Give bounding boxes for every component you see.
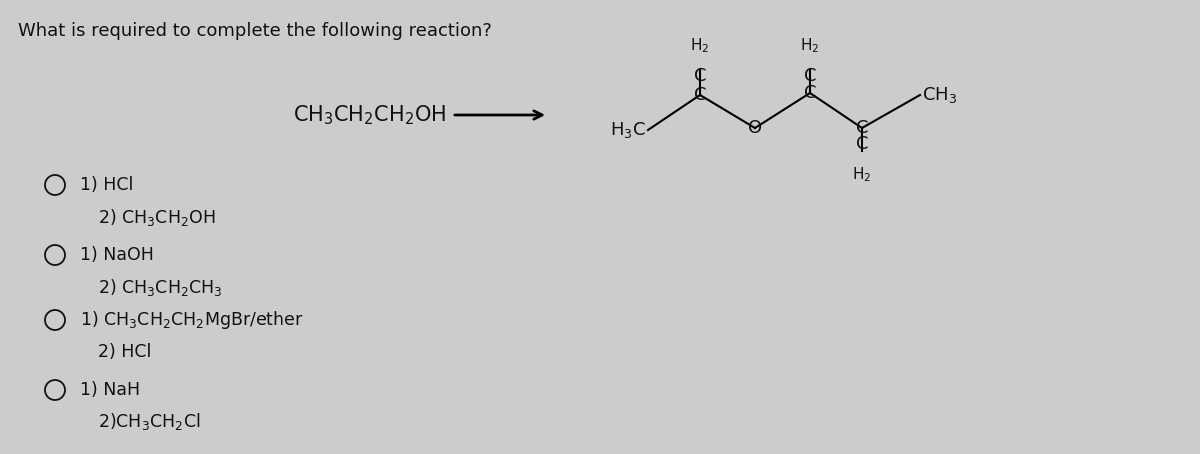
- Text: H$_2$: H$_2$: [800, 36, 820, 55]
- Text: H$_3$C: H$_3$C: [611, 120, 646, 140]
- Text: H$_2$: H$_2$: [690, 36, 709, 55]
- Text: C: C: [694, 67, 707, 85]
- Text: C: C: [856, 135, 869, 153]
- Text: What is required to complete the following reaction?: What is required to complete the followi…: [18, 22, 492, 40]
- Text: 2) CH$_3$CH$_2$OH: 2) CH$_3$CH$_2$OH: [98, 207, 216, 227]
- Text: CH$_3$CH$_2$CH$_2$OH: CH$_3$CH$_2$CH$_2$OH: [294, 103, 446, 127]
- Text: 1) NaH: 1) NaH: [80, 381, 140, 399]
- Text: C: C: [856, 119, 869, 137]
- Text: 1) NaOH: 1) NaOH: [80, 246, 154, 264]
- Text: C: C: [804, 84, 816, 102]
- Text: C: C: [804, 67, 816, 85]
- Text: 1) CH$_3$CH$_2$CH$_2$MgBr/ether: 1) CH$_3$CH$_2$CH$_2$MgBr/ether: [80, 309, 304, 331]
- Text: CH$_3$: CH$_3$: [922, 85, 958, 105]
- Text: O: O: [748, 119, 762, 137]
- Text: C: C: [694, 86, 707, 104]
- Text: 2) CH$_3$CH$_2$CH$_3$: 2) CH$_3$CH$_2$CH$_3$: [98, 276, 223, 297]
- Text: 2)CH$_3$CH$_2$Cl: 2)CH$_3$CH$_2$Cl: [98, 411, 200, 433]
- Text: H$_2$: H$_2$: [852, 165, 871, 184]
- Text: 2) HCl: 2) HCl: [98, 343, 151, 361]
- Text: 1) HCl: 1) HCl: [80, 176, 133, 194]
